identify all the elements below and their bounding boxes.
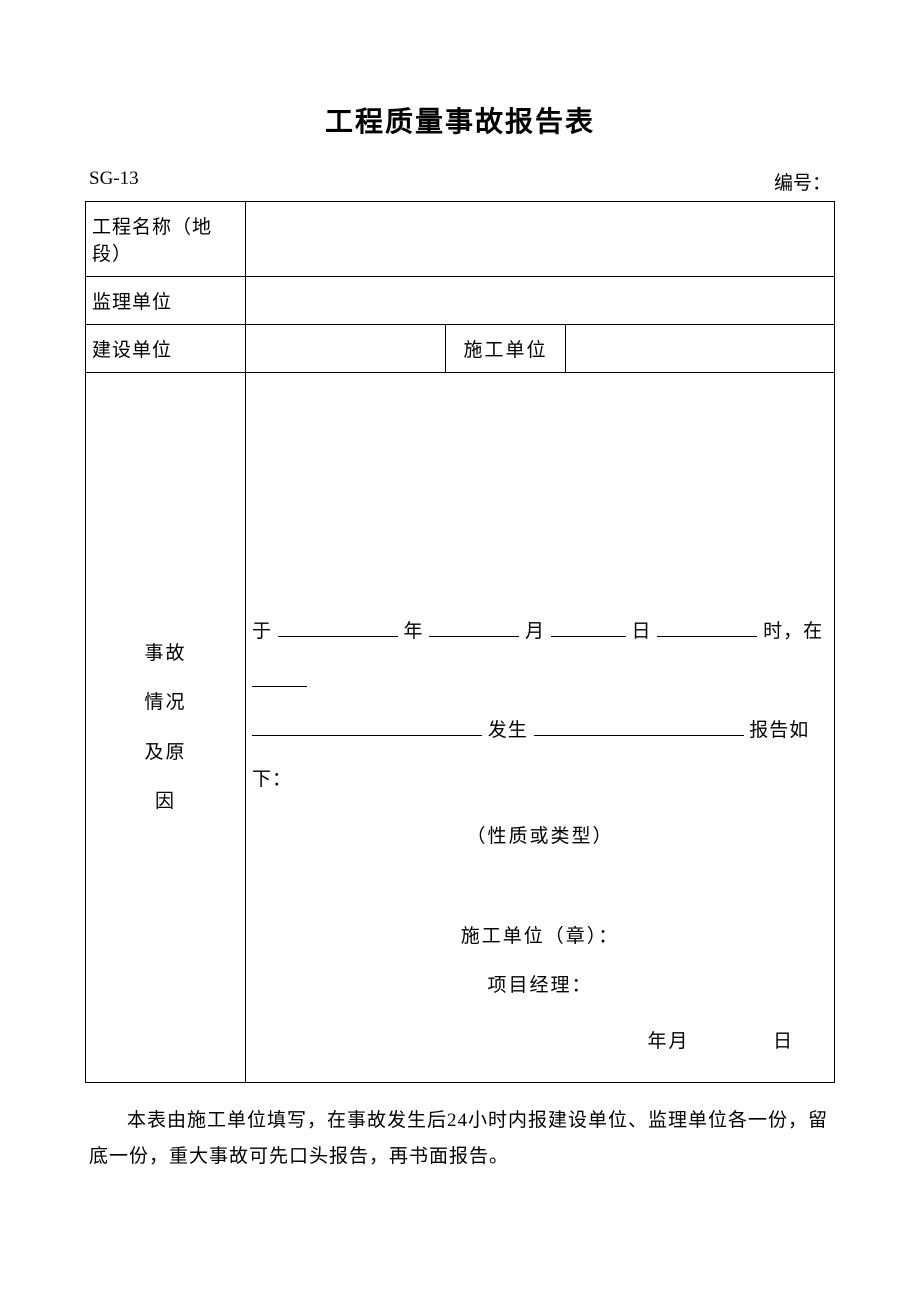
value-project-name <box>246 202 835 277</box>
label-project-name: 工程名称（地段） <box>86 202 246 277</box>
blank-loc <box>252 666 307 687</box>
form-table: 工程名称（地段） 监理单位 建设单位 施工单位 事故情况及原因 于 年 月 日 … <box>85 201 835 1083</box>
label-builder: 建设单位 <box>86 325 246 373</box>
value-builder <box>246 325 446 373</box>
value-constructor <box>566 325 835 373</box>
txt-month: 月 <box>525 621 545 642</box>
form-title: 工程质量事故报告表 <box>85 100 835 140</box>
row-project-name: 工程名称（地段） <box>86 202 835 277</box>
header-row: SG-13 编号： <box>85 168 835 195</box>
sig-pm: 项目经理： <box>246 961 834 1010</box>
label-supervisor: 监理单位 <box>86 277 246 325</box>
txt-day: 日 <box>632 621 652 642</box>
txt-hour: 时，在 <box>763 621 823 642</box>
blank-year <box>278 616 398 637</box>
sig-unit-seal: 施工单位（章）： <box>246 912 834 961</box>
nature-note: （性质或类型） <box>252 821 828 848</box>
footer-note: 本表由施工单位填写，在事故发生后24小时内报建设单位、监理单位各一份，留底一份，… <box>85 1103 835 1175</box>
blank-hour <box>657 616 757 637</box>
fill-line-1: 于 年 月 日 时，在 <box>252 607 828 706</box>
value-supervisor <box>246 277 835 325</box>
row-builder-constructor: 建设单位 施工单位 <box>86 325 835 373</box>
vert-text: 事故情况及原因 <box>92 629 239 827</box>
blank-event <box>534 715 744 736</box>
signature-block: 施工单位（章）： 项目经理： 年月 日 <box>246 912 834 1066</box>
sig-d: 日 <box>773 1031 794 1052</box>
blank-month <box>429 616 519 637</box>
sig-date: 年月 日 <box>246 1017 834 1066</box>
row-incident: 事故情况及原因 于 年 月 日 时，在 发生 报告如下： （性质或类型） <box>86 373 835 1083</box>
txt-yu: 于 <box>252 621 272 642</box>
txt-year: 年 <box>404 621 424 642</box>
label-constructor: 施工单位 <box>446 325 566 373</box>
blank-day <box>551 616 626 637</box>
row-supervisor: 监理单位 <box>86 277 835 325</box>
fill-line-2: 发生 报告如下： <box>252 706 828 805</box>
blank-loc2 <box>252 715 482 736</box>
label-incident-vert: 事故情况及原因 <box>86 373 246 1083</box>
incident-content-cell: 于 年 月 日 时，在 发生 报告如下： （性质或类型） 施工单位（章）： <box>246 373 835 1083</box>
form-code: SG-13 <box>89 168 139 195</box>
txt-happen: 发生 <box>488 720 528 741</box>
sig-ym: 年月 <box>647 1031 689 1052</box>
serial-label: 编号： <box>774 168 831 195</box>
